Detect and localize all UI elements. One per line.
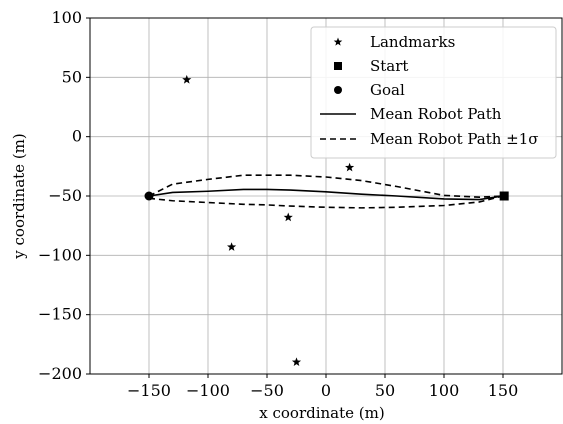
tick-labels: −150 −100 −50 0 50 100 150 100 50 0 −50 −100 −150 −20… — [38, 8, 518, 400]
legend-label: Start — [370, 57, 408, 75]
goal-marker — [144, 191, 154, 201]
legend-label: Landmarks — [370, 33, 455, 51]
legend: Landmarks Start Goal Mean Robot Path Mean Ro… — [310, 26, 557, 159]
legend-star-icon — [333, 37, 343, 46]
y-tick-label: −150 — [38, 305, 82, 324]
ticks — [86, 17, 504, 378]
x-tick-label: 100 — [429, 381, 460, 400]
start-marker — [499, 191, 509, 201]
legend-label: Goal — [370, 81, 405, 99]
legend-label: Mean Robot Path ±1σ — [370, 130, 539, 148]
x-tick-label: −150 — [127, 381, 171, 400]
x-tick-label: 150 — [488, 381, 519, 400]
x-tick-label: −50 — [250, 381, 284, 400]
y-tick-label: −50 — [48, 186, 82, 205]
y-tick-label: 50 — [62, 67, 82, 86]
landmark-star — [345, 162, 355, 172]
y-axis-label: y coordinate (m) — [10, 133, 28, 259]
landmark-star — [283, 212, 293, 222]
path-sigma-line — [148, 174, 504, 198]
mean-path-line — [148, 188, 504, 201]
x-axis-label: x coordinate (m) — [259, 404, 384, 422]
y-tick-label: 100 — [51, 8, 82, 27]
x-tick-label: 50 — [375, 381, 395, 400]
landmark-star — [227, 242, 237, 251]
y-tick-label: 0 — [72, 127, 82, 146]
legend-label: Mean Robot Path — [370, 105, 502, 123]
legend-circle-icon — [334, 86, 342, 94]
y-tick-label: −200 — [38, 364, 82, 383]
landmark-star — [182, 74, 192, 84]
landmark-star — [291, 357, 302, 367]
y-tick-label: −100 — [38, 245, 82, 264]
path-sigma-line — [148, 195, 504, 209]
series-layer — [148, 174, 504, 209]
legend-box — [310, 26, 557, 159]
legend-square-icon — [334, 62, 342, 70]
x-tick-label: 0 — [321, 381, 331, 400]
x-tick-label: −100 — [186, 381, 230, 400]
markers-layer — [144, 74, 509, 367]
